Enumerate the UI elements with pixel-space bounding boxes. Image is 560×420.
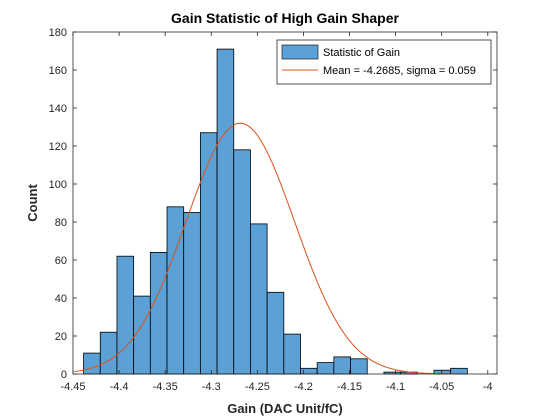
histogram-bar — [183, 212, 201, 375]
x-tick-label: -4.15 — [337, 381, 362, 393]
y-tick-label: 180 — [49, 27, 67, 39]
x-tick-label: -4.25 — [245, 381, 270, 393]
histogram-bars — [83, 48, 468, 375]
x-tick-label: -4 — [483, 381, 493, 393]
y-tick-label: 40 — [55, 293, 67, 305]
histogram-bar — [283, 333, 301, 375]
histogram-bar — [83, 352, 101, 375]
histogram-bar — [250, 223, 268, 375]
chart-title: Gain Statistic of High Gain Shaper — [171, 10, 399, 26]
legend-label-fit: Mean = -4.2685, sigma = 0.059 — [323, 65, 476, 77]
x-tick-label: -4.45 — [60, 381, 85, 393]
legend: Statistic of Gain Mean = -4.2685, sigma … — [276, 39, 492, 85]
histogram-bar — [300, 367, 318, 375]
histogram-bar — [133, 295, 151, 375]
histogram-bar — [166, 206, 185, 375]
y-axis-title: Count — [25, 184, 40, 222]
legend-swatch-histogram — [281, 44, 319, 60]
histogram-bar — [199, 132, 218, 375]
histogram-bar — [116, 255, 135, 375]
legend-label-histogram: Statistic of Gain — [323, 47, 400, 59]
y-tick-label: 140 — [49, 103, 67, 115]
histogram-bar — [333, 356, 351, 375]
y-tick-label: 80 — [55, 217, 67, 229]
histogram-bar — [316, 362, 335, 375]
y-tick-label: 160 — [49, 65, 67, 77]
histogram-bar — [99, 331, 118, 375]
histogram-bar — [450, 367, 468, 375]
x-tick-label: -4.3 — [202, 381, 221, 393]
gaussian-fit-curve — [74, 122, 458, 375]
histogram-bar — [233, 149, 251, 375]
y-tick-label: 60 — [55, 255, 67, 267]
histogram-bar — [266, 291, 285, 375]
x-tick-label: -4.4 — [110, 381, 129, 393]
x-axis-title: Gain (DAC Unit/fC) — [227, 401, 343, 416]
plot-area-frame — [72, 31, 498, 375]
y-tick-label: 0 — [61, 369, 67, 381]
x-axis-ticks: -4.45 -4.4 -4.35 -4.3 -4.25 -4.2 -4.15 -4.1 -4.0… — [60, 32, 493, 393]
histogram-bar — [149, 251, 168, 375]
x-tick-label: -4.1 — [386, 381, 405, 393]
y-tick-label: 100 — [49, 179, 67, 191]
x-tick-label: -4.05 — [429, 381, 454, 393]
x-tick-label: -4.35 — [153, 381, 178, 393]
histogram-bar — [216, 48, 235, 375]
y-axis-ticks: 0 20 40 60 80 100 120 140 160 180 — [49, 27, 497, 381]
y-tick-label: 20 — [55, 331, 67, 343]
y-tick-label: 120 — [49, 141, 67, 153]
x-tick-label: -4.2 — [294, 381, 313, 393]
histogram-bar — [350, 358, 368, 375]
